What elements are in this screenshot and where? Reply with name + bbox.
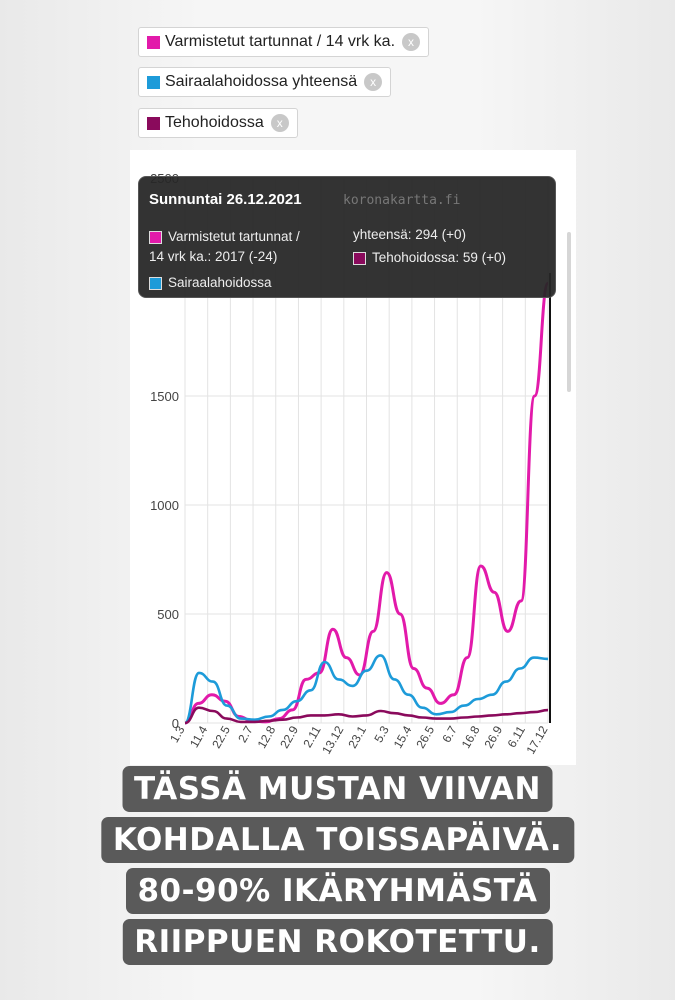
- x-tick-label: 2.7: [235, 723, 256, 745]
- x-tick-label: 6.7: [439, 723, 460, 745]
- caption-line-2: KOHDALLA TOISSAPÄIVÄ.: [100, 817, 575, 863]
- tooltip-cases-line2: 14 vrk ka.: 2017 (-24): [149, 249, 278, 264]
- x-tick-label: 23.1: [345, 723, 369, 751]
- y-tick-label: 1500: [150, 389, 179, 404]
- series-line-3[interactable]: [184, 706, 549, 725]
- tooltip-hospital-value: yhteensä: 294 (+0): [353, 227, 466, 242]
- x-tick-label: 13.12: [319, 723, 346, 756]
- hospital-swatch: [147, 75, 160, 89]
- x-tick-label: 11.4: [187, 723, 211, 750]
- cases-swatch: [147, 35, 160, 49]
- x-tick-label: 26.5: [413, 723, 437, 751]
- caption-line-1: TÄSSÄ MUSTAN VIIVAN: [122, 766, 553, 812]
- chart-tooltip: Sunnuntai 26.12.2021 koronakartta.fi Var…: [138, 176, 556, 298]
- legend-item-hospital[interactable]: Sairaalahoidossa yhteensä x: [138, 67, 392, 97]
- y-tick-label: 500: [157, 607, 179, 622]
- close-icon[interactable]: x: [402, 33, 421, 51]
- legend-item-icu[interactable]: Tehohoidossa x: [138, 108, 298, 138]
- close-icon[interactable]: x: [364, 73, 383, 91]
- icu-swatch: [147, 116, 160, 130]
- series-line-2[interactable]: [183, 654, 549, 725]
- legend-label-cases: Varmistetut tartunnat / 14 vrk ka.: [165, 33, 396, 50]
- tooltip-cases-line1: Varmistetut tartunnat /: [168, 229, 300, 244]
- x-tick-label: 22.5: [209, 723, 233, 751]
- caption-line-4: RIIPPUEN ROKOTETTU.: [122, 919, 553, 965]
- x-tick-label: 15.4: [391, 723, 415, 751]
- x-tick-label: 1.3: [167, 723, 188, 745]
- tooltip-hospital-swatch: [149, 277, 162, 290]
- tooltip-icu-swatch: [353, 252, 366, 265]
- close-icon[interactable]: x: [270, 114, 289, 132]
- x-tick-label: 5.3: [371, 723, 392, 745]
- tooltip-cases-swatch: [149, 231, 162, 244]
- scrollbar[interactable]: [567, 232, 571, 392]
- x-tick-label: 17.12: [523, 723, 550, 756]
- legend-label-icu: Tehohoidossa: [165, 114, 264, 131]
- tooltip-icu: Tehohoidossa: 59 (+0): [372, 250, 506, 265]
- legend-label-hospital: Sairaalahoidossa yhteensä: [165, 73, 358, 90]
- tooltip-date: Sunnuntai 26.12.2021: [149, 191, 302, 208]
- x-tick-label: 12.8: [255, 723, 279, 751]
- legend-item-cases[interactable]: Varmistetut tartunnat / 14 vrk ka. x: [138, 27, 430, 57]
- tooltip-hospital-label: Sairaalahoidossa: [168, 275, 272, 290]
- y-tick-label: 1000: [150, 498, 179, 513]
- y-tick-label: 0: [172, 716, 179, 731]
- caption-line-3: 80-90% IKÄRYHMÄSTÄ: [125, 868, 550, 914]
- x-tick-label: 22.9: [277, 723, 301, 751]
- watermark: koronakartta.fi: [343, 193, 461, 208]
- x-tick-label: 16.8: [459, 723, 483, 751]
- x-tick-label: 26.9: [481, 723, 505, 751]
